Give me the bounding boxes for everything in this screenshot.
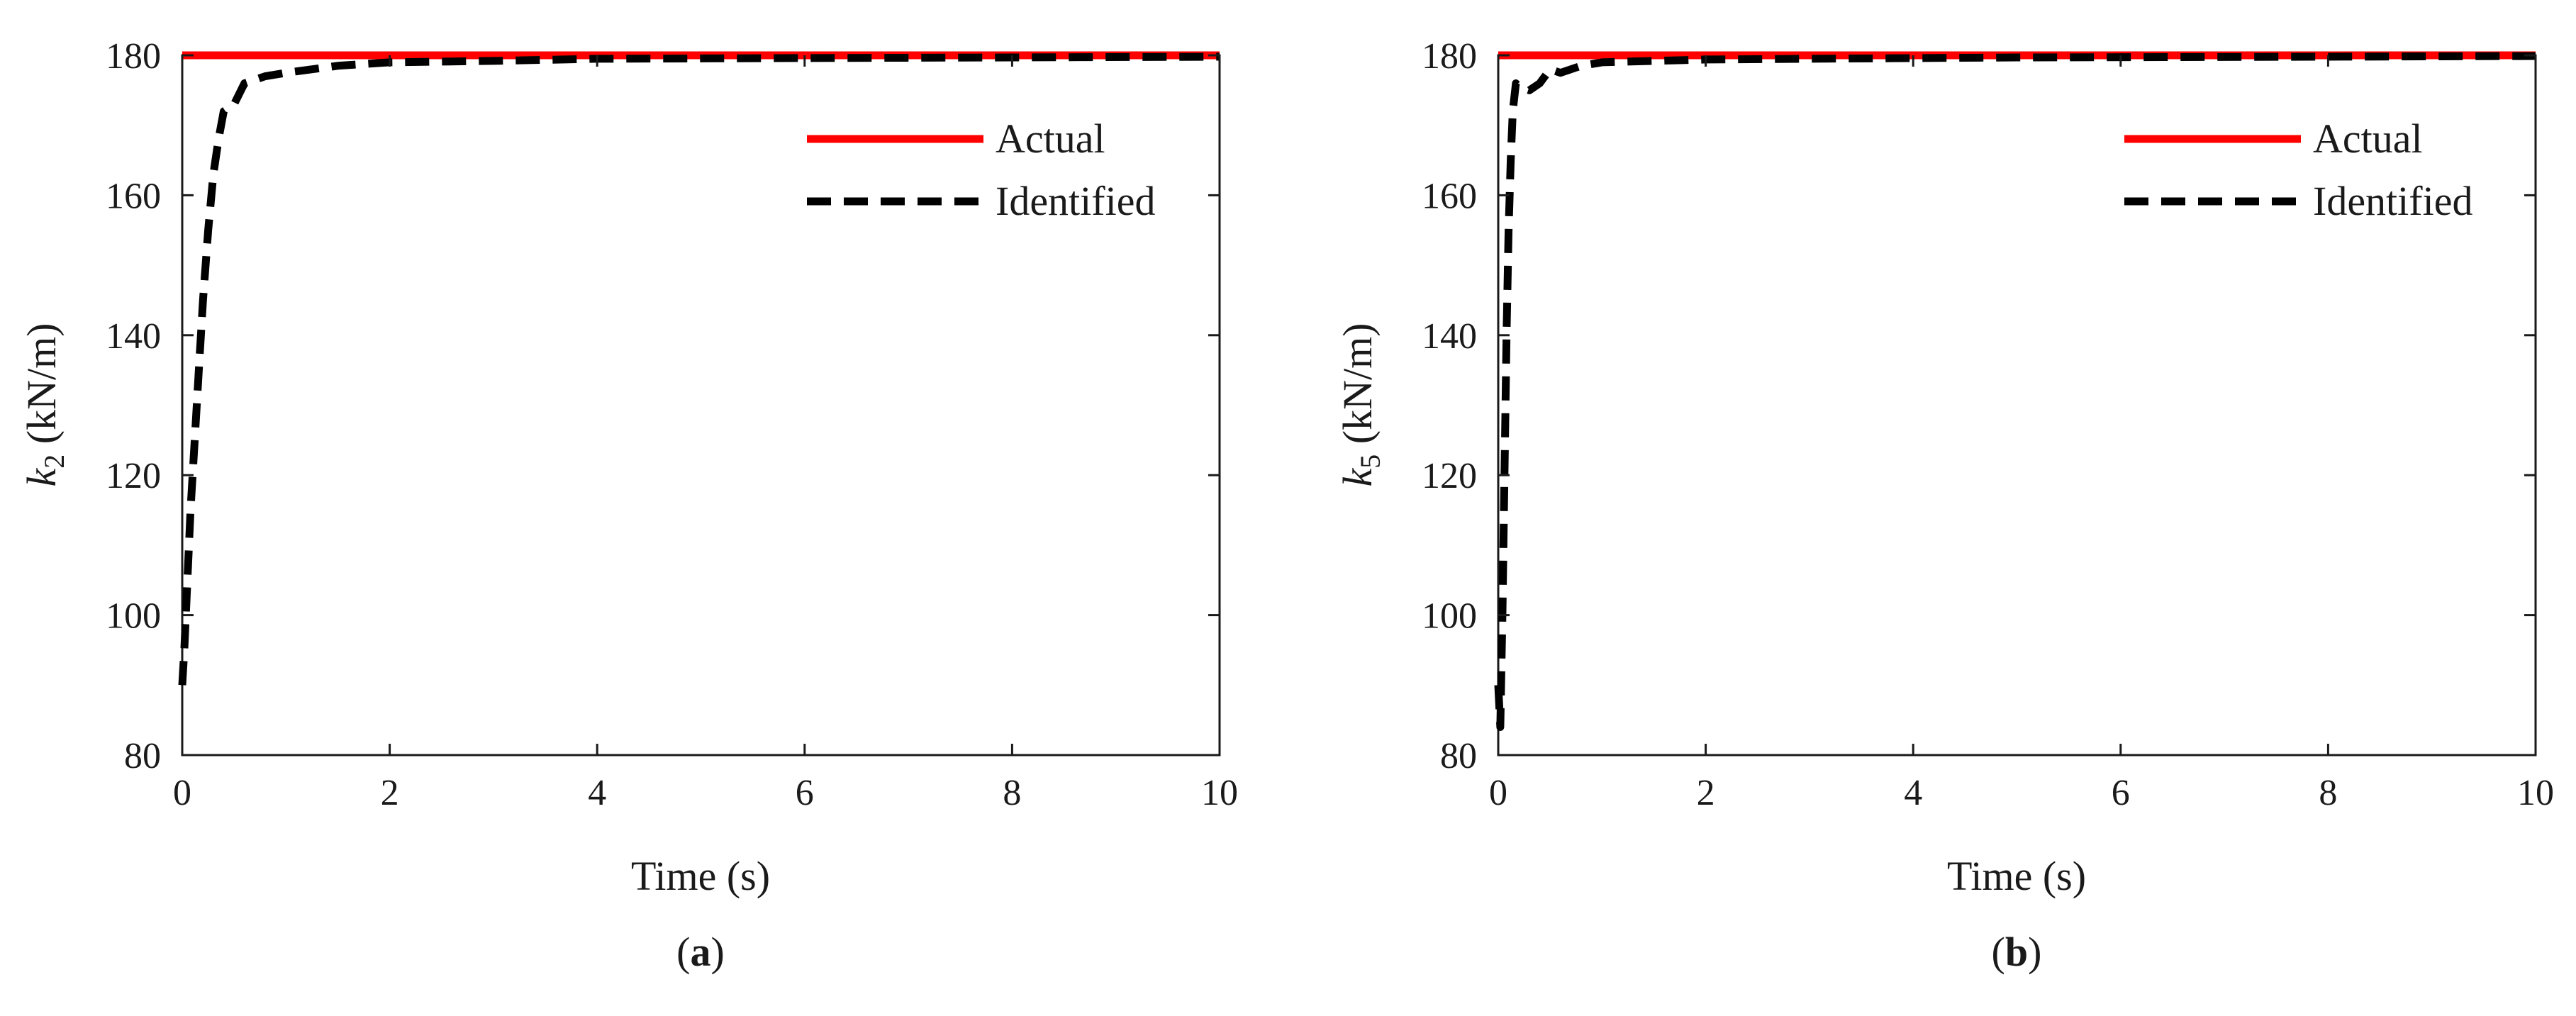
x-tick-label: 2 bbox=[1697, 773, 1715, 813]
y-tick-label: 180 bbox=[106, 36, 161, 77]
x-tick-label: 4 bbox=[588, 773, 606, 813]
x-tick-label: 10 bbox=[2517, 773, 2554, 813]
y-axis-title: k2 (kN/m) bbox=[18, 323, 70, 487]
y-axis-symbol: k bbox=[1334, 468, 1381, 487]
tick-layer: 0 2 4 6 8 10 80 100 120 140 160 180 bbox=[1422, 36, 2554, 813]
x-tick-label: 10 bbox=[1201, 773, 1238, 813]
legend-label-actual: Actual bbox=[996, 116, 1105, 162]
x-axis-title: Time (s) bbox=[1947, 853, 2086, 899]
y-axis-subscript: 5 bbox=[1354, 454, 1386, 469]
y-axis-symbol: k bbox=[18, 468, 65, 487]
y-tick-label: 100 bbox=[1422, 596, 1477, 637]
panel-label: (b) bbox=[1992, 929, 2042, 975]
legend-label-actual: Actual bbox=[2313, 116, 2423, 162]
y-tick-label: 160 bbox=[106, 176, 161, 216]
legend-label-identified: Identified bbox=[2313, 178, 2472, 224]
x-tick-label: 6 bbox=[2112, 773, 2130, 813]
x-axis-title: Time (s) bbox=[631, 853, 770, 899]
y-tick-label: 80 bbox=[1440, 736, 1477, 776]
y-tick-label: 120 bbox=[1422, 456, 1477, 496]
x-tick-label: 0 bbox=[173, 773, 191, 813]
y-tick-label: 80 bbox=[124, 736, 161, 776]
x-tick-label: 6 bbox=[796, 773, 814, 813]
y-tick-label: 160 bbox=[1422, 176, 1477, 216]
y-tick-label: 140 bbox=[1422, 316, 1477, 357]
y-tick-label: 180 bbox=[1422, 36, 1477, 77]
y-axis-subscript: 2 bbox=[38, 454, 70, 469]
series-layer bbox=[1494, 51, 2536, 731]
legend: Actual Identified bbox=[807, 116, 1155, 224]
panel-label: (a) bbox=[676, 929, 725, 975]
x-tick-label: 0 bbox=[1489, 773, 1507, 813]
y-axis-unit: (kN/m) bbox=[18, 323, 65, 454]
y-axis-title: k5 (kN/m) bbox=[1334, 323, 1386, 487]
x-tick-label: 4 bbox=[1904, 773, 1922, 813]
x-tick-label: 8 bbox=[1003, 773, 1021, 813]
y-tick-label: 120 bbox=[106, 456, 161, 496]
x-tick-label: 8 bbox=[2319, 773, 2337, 813]
x-tick-label: 2 bbox=[381, 773, 399, 813]
series-layer bbox=[178, 51, 1220, 686]
series-line-identified bbox=[1494, 52, 2536, 731]
tick-layer: 0 2 4 6 8 10 80 100 120 140 160 180 bbox=[106, 36, 1238, 813]
y-tick-label: 140 bbox=[106, 316, 161, 357]
chart-panel-b: 0 2 4 6 8 10 80 100 120 140 160 180 Time (s) k5 (kN… bbox=[1334, 36, 2554, 975]
y-tick-label: 100 bbox=[106, 596, 161, 637]
legend: Actual Identified bbox=[2124, 116, 2472, 224]
legend-label-identified: Identified bbox=[996, 178, 1155, 224]
y-axis-unit: (kN/m) bbox=[1334, 323, 1381, 454]
